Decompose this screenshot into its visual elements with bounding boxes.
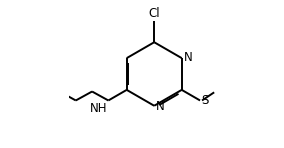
Text: N: N bbox=[156, 100, 165, 113]
Text: NH: NH bbox=[90, 102, 108, 115]
Text: S: S bbox=[201, 94, 208, 107]
Text: Cl: Cl bbox=[149, 7, 160, 20]
Text: N: N bbox=[184, 51, 193, 64]
